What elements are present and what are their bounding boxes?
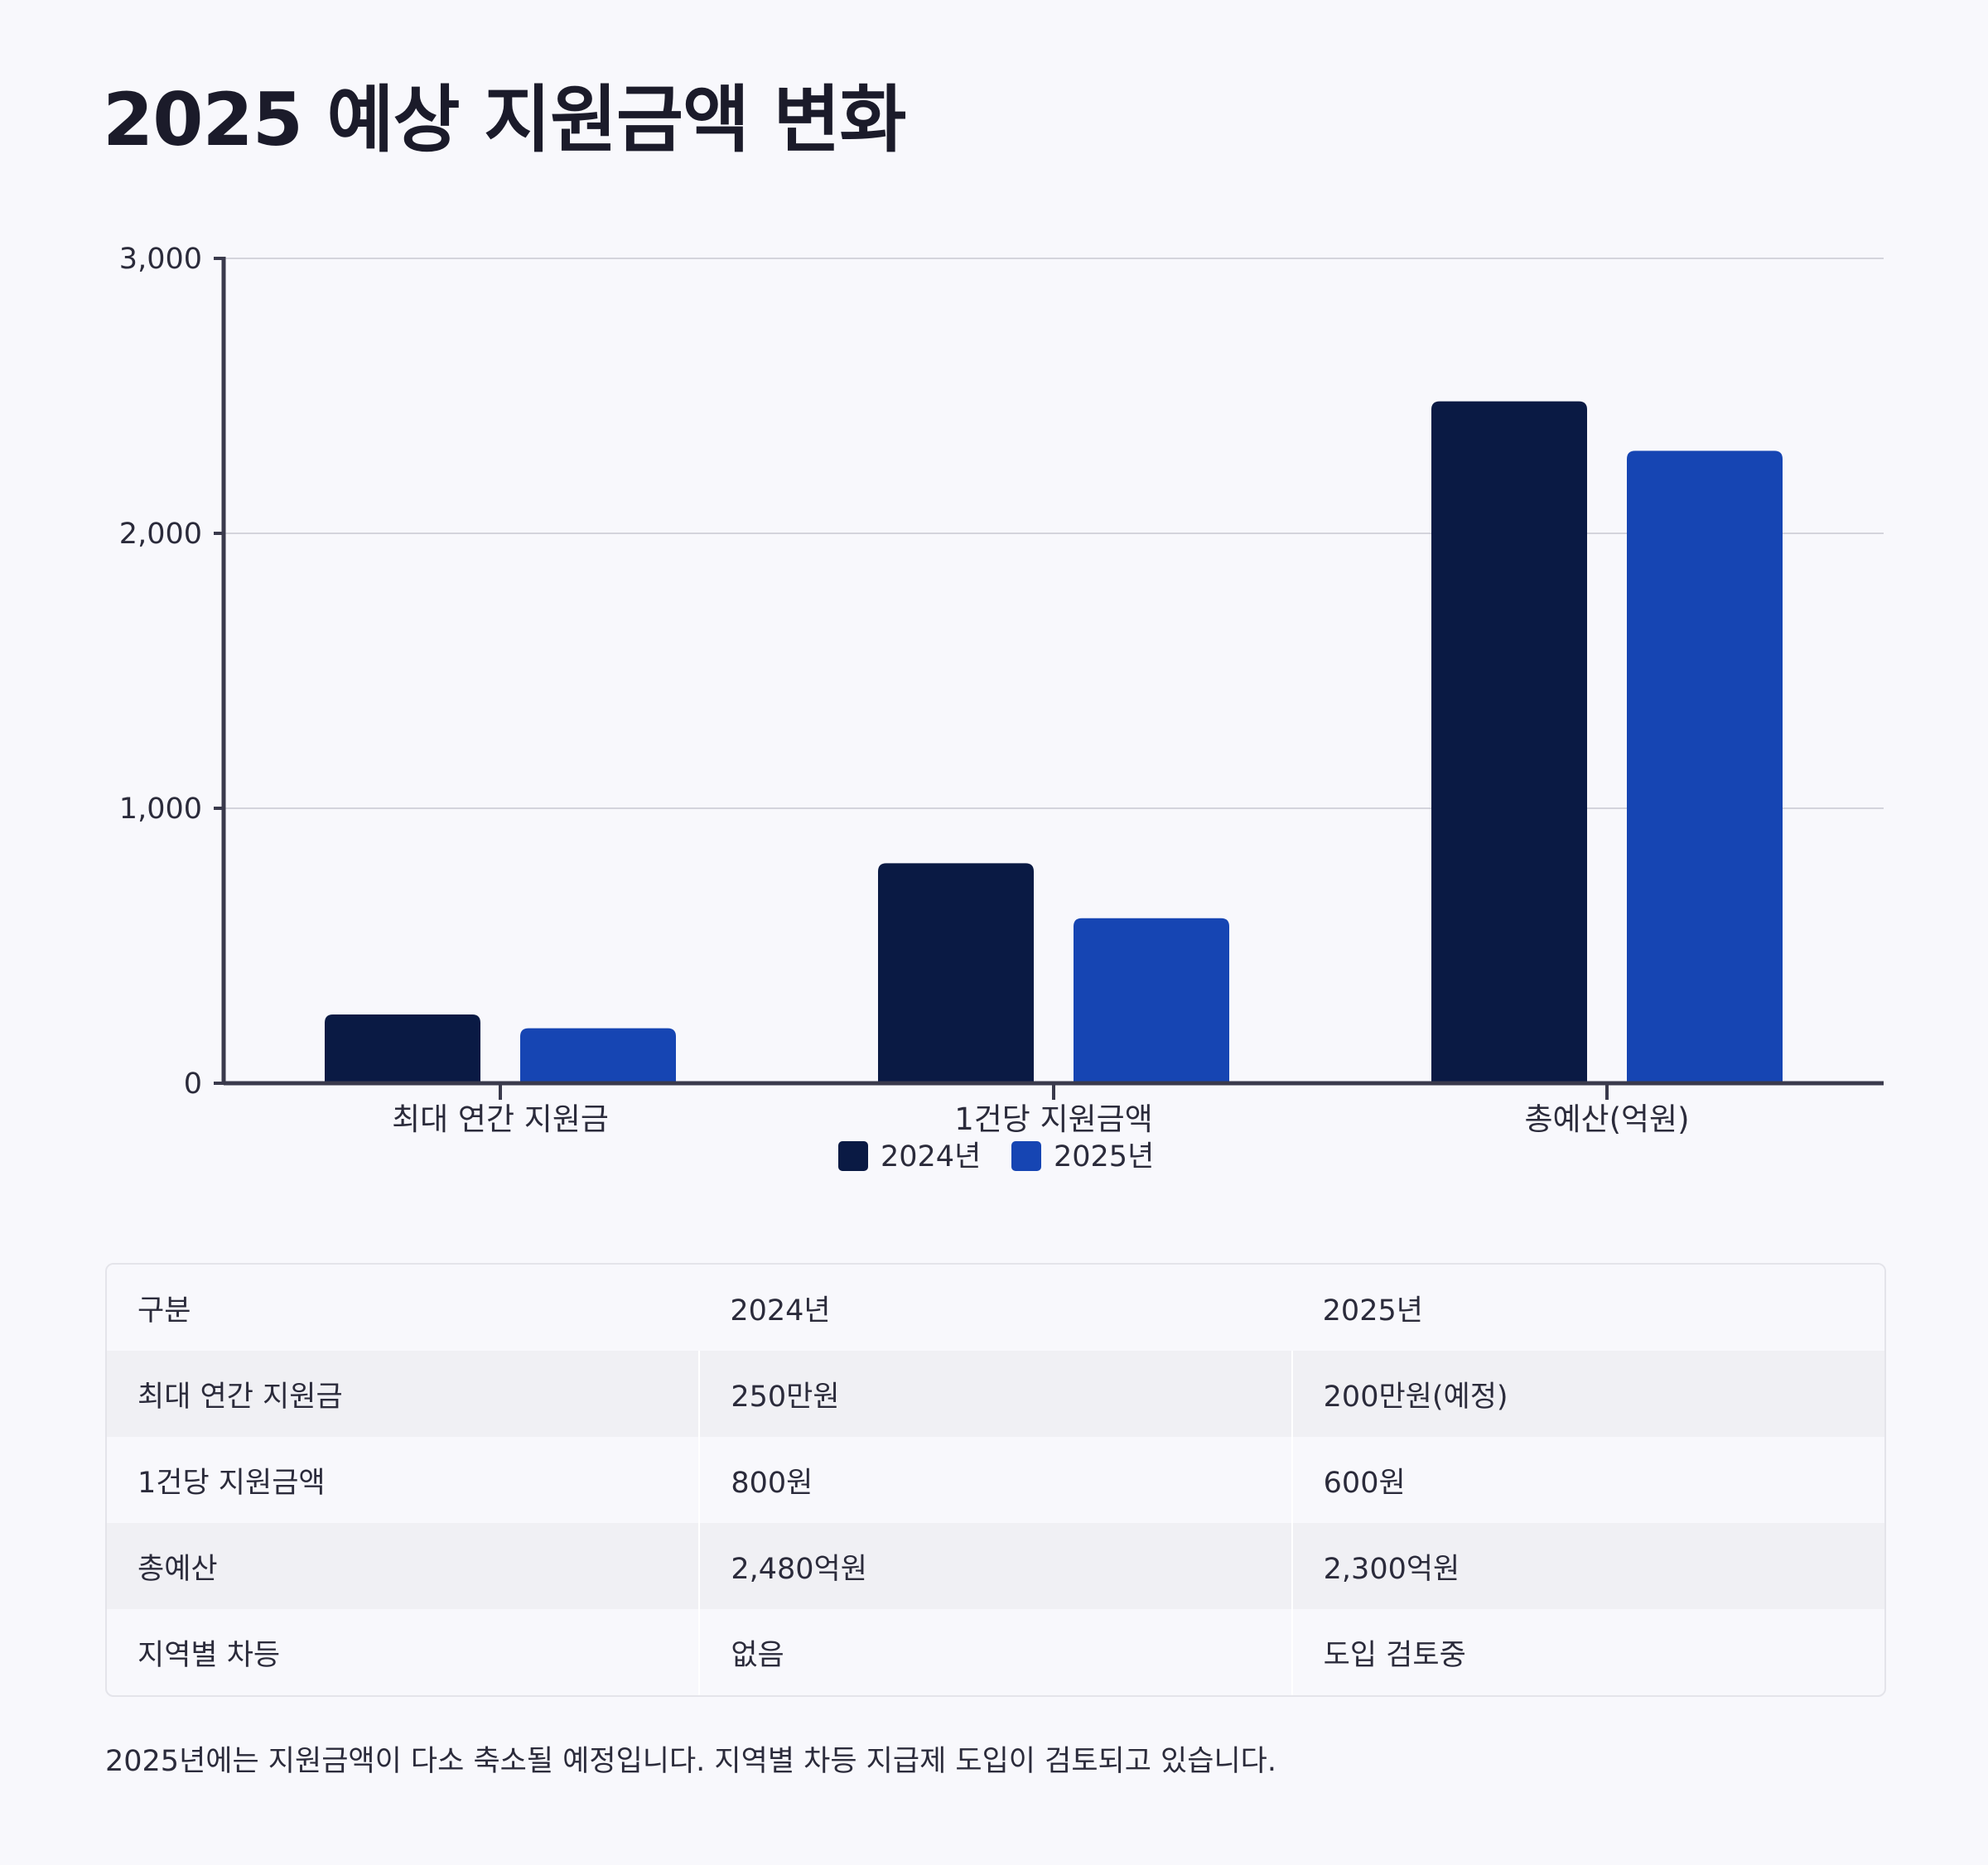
bar-2024-1 <box>878 863 1034 1083</box>
bar-2025-0 <box>520 1028 676 1083</box>
legend-swatch <box>1011 1141 1041 1171</box>
table-row: 지역별 차등 없음 도입 검토중 <box>107 1609 1884 1695</box>
table-header-cell: 구분 <box>107 1265 700 1351</box>
bar-2025-1 <box>1074 918 1229 1083</box>
x-tick-label: 1건당 지원금액 <box>954 1101 1153 1137</box>
table-cell: 250만원 <box>698 1351 1292 1437</box>
table-cell: 200만원(예정) <box>1291 1351 1884 1437</box>
table-cell: 없음 <box>698 1609 1292 1695</box>
table-row: 총예산 2,480억원 2,300억원 <box>107 1523 1884 1609</box>
table-cell: 600원 <box>1291 1437 1884 1523</box>
table-header-cell: 2025년 <box>1291 1265 1884 1351</box>
table-cell: 도입 검토중 <box>1291 1609 1884 1695</box>
y-tick-label: 2,000 <box>119 518 202 551</box>
bar-2024-2 <box>1431 401 1587 1083</box>
table-header-cell: 2024년 <box>699 1265 1292 1351</box>
table-cell: 2,300억원 <box>1291 1523 1884 1609</box>
x-tick-label: 총예산(억원) <box>1524 1101 1689 1137</box>
data-table: 구분 2024년 2025년 최대 연간 지원금 250만원 200만원(예정)… <box>105 1263 1886 1697</box>
bar-2024-0 <box>325 1014 480 1083</box>
x-tick-label: 최대 연간 지원금 <box>392 1101 609 1137</box>
table-cell: 2,480억원 <box>698 1523 1292 1609</box>
y-tick-label: 0 <box>184 1067 202 1101</box>
y-tick-label: 1,000 <box>119 793 202 826</box>
legend-label: 2025년 <box>1054 1140 1154 1173</box>
table-row: 최대 연간 지원금 250만원 200만원(예정) <box>107 1351 1884 1437</box>
table-cell: 최대 연간 지원금 <box>107 1351 700 1437</box>
table-row: 1건당 지원금액 800원 600원 <box>107 1437 1884 1523</box>
bar-2025-2 <box>1627 451 1783 1083</box>
footnote: 2025년에는 지원금액이 다소 축소될 예정입니다. 지역별 차등 지급제 도… <box>105 1745 1276 1778</box>
bar-chart: 0 1,000 2,000 3,000 최대 연간 지원금 1건당 지원금액 총예산(억원)… <box>119 243 1884 1173</box>
table-cell: 총예산 <box>107 1523 700 1609</box>
y-tick-label: 3,000 <box>119 243 202 276</box>
legend-swatch <box>838 1141 868 1171</box>
table-cell: 1건당 지원금액 <box>138 1466 326 1500</box>
legend-label: 2024년 <box>881 1140 981 1173</box>
table-header-row: 구분 2024년 2025년 <box>107 1265 1884 1351</box>
table-cell: 지역별 차등 <box>138 1638 281 1672</box>
page-title: 2025 예상 지원금액 변화 <box>103 77 907 162</box>
table-cell: 800원 <box>698 1437 1292 1523</box>
